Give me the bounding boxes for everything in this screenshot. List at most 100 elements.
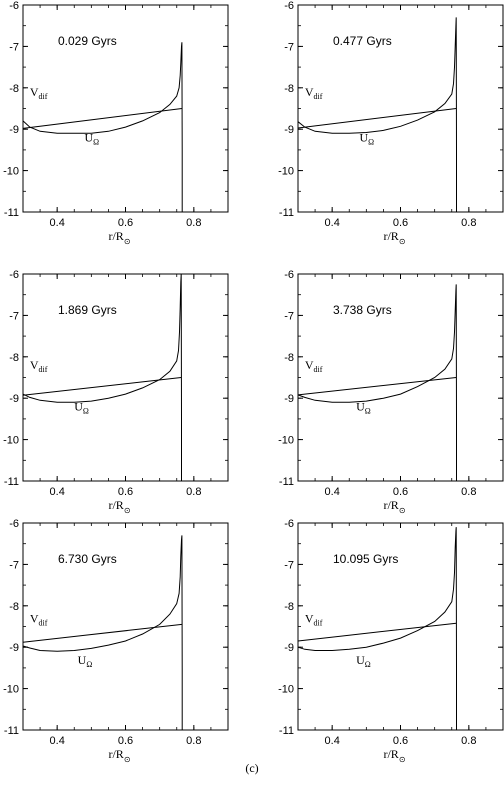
y-tick-label: -11 — [279, 207, 294, 219]
age-label: 0.029 Gyrs — [58, 34, 117, 48]
chart-panel-3: -6 -7 -8 -9 -10 -11 0.4 0.6 0.8 r/R⊙ 1.869 Gyrs Vdi… — [3, 269, 229, 515]
age-label: 1.869 Gyrs — [58, 303, 117, 317]
x-axis-label: r/R⊙ — [383, 747, 405, 764]
x-tick-label: 0.8 — [186, 735, 201, 747]
vdif-label-sub: dif — [314, 92, 323, 101]
y-tick-label: -9 — [284, 642, 294, 654]
series-vdif-line — [22, 377, 182, 396]
uomega-label-sub: Ω — [365, 407, 371, 416]
x-axis-label-sub: ⊙ — [124, 755, 131, 764]
chart-panel-1: -6 -7 -8 -9 -10 -11 0.4 0.6 0.8 r/R⊙ 0.029 Gyrs Vdi… — [3, 0, 229, 246]
y-tick-label: -7 — [9, 41, 19, 53]
vdif-label-sub: dif — [39, 92, 48, 101]
x-tick-label: 0.6 — [118, 217, 133, 229]
y-tick-label: -10 — [3, 684, 19, 696]
y-tick-label: -7 — [284, 310, 294, 322]
y-tick-label: -6 — [284, 269, 294, 281]
plot-frame — [22, 4, 229, 213]
plot-frame — [22, 522, 229, 731]
series-uomega-line — [297, 527, 457, 730]
series-vdif-line — [297, 622, 457, 642]
y-tick-label: -9 — [9, 393, 19, 405]
y-tick-label: -11 — [4, 476, 19, 488]
x-tick-label: 0.6 — [118, 486, 133, 498]
uomega-label-sub: Ω — [86, 660, 92, 669]
x-tick-label: 0.4 — [325, 217, 340, 229]
uomega-label-sub: Ω — [83, 407, 89, 416]
x-axis-label-sub: ⊙ — [399, 755, 406, 764]
x-axis-label-sub: ⊙ — [399, 506, 406, 515]
series-vdif-line — [297, 377, 457, 396]
y-tick-label: -7 — [9, 310, 19, 322]
vdif-label: Vdif — [30, 358, 48, 374]
series-vdif-line — [22, 108, 182, 129]
x-tick-label: 0.6 — [118, 735, 133, 747]
y-tick-label: -8 — [284, 83, 294, 95]
uomega-label-sub: Ω — [368, 138, 374, 147]
y-tick-label: -11 — [4, 725, 19, 737]
vdif-label-sub: dif — [314, 618, 323, 627]
y-tick-label: -9 — [9, 124, 19, 136]
y-tick-label: -8 — [9, 83, 19, 95]
x-tick-label: 0.8 — [461, 735, 476, 747]
vdif-label: Vdif — [30, 85, 48, 101]
x-axis-label: r/R⊙ — [383, 229, 405, 246]
uomega-label-sub: Ω — [93, 138, 99, 147]
series-vdif-line — [297, 108, 457, 129]
plot-frame — [297, 4, 504, 213]
x-tick-label: 0.4 — [325, 735, 340, 747]
y-tick-label: -10 — [3, 435, 19, 447]
y-tick-label: -7 — [284, 559, 294, 571]
age-label: 10.095 Gyrs — [333, 552, 398, 566]
y-tick-label: -7 — [9, 559, 19, 571]
x-axis-label: r/R⊙ — [108, 498, 130, 515]
series-uomega-line — [22, 273, 182, 481]
vdif-label-sub: dif — [314, 365, 323, 374]
plot-frame — [297, 522, 504, 731]
y-tick-label: -8 — [284, 601, 294, 613]
y-tick-label: -9 — [9, 642, 19, 654]
vdif-label: Vdif — [305, 85, 323, 101]
x-tick-label: 0.8 — [461, 486, 476, 498]
age-label: 3.738 Gyrs — [333, 303, 392, 317]
age-label: 0.477 Gyrs — [333, 34, 392, 48]
vdif-label: Vdif — [305, 358, 323, 374]
uomega-label: UΩ — [74, 400, 89, 416]
x-axis-label-sub: ⊙ — [399, 237, 406, 246]
x-tick-label: 0.4 — [325, 486, 340, 498]
x-tick-label: 0.4 — [50, 735, 65, 747]
vdif-label: Vdif — [30, 611, 48, 627]
y-tick-label: -10 — [278, 166, 294, 178]
series-uomega-line — [297, 17, 457, 212]
x-tick-label: 0.6 — [393, 486, 408, 498]
x-tick-label: 0.6 — [393, 735, 408, 747]
y-tick-label: -6 — [9, 0, 19, 12]
y-tick-label: -10 — [278, 684, 294, 696]
y-tick-label: -10 — [278, 435, 294, 447]
y-tick-label: -6 — [284, 518, 294, 530]
vdif-label-sub: dif — [39, 618, 48, 627]
y-tick-label: -6 — [9, 269, 19, 281]
y-tick-label: -8 — [9, 352, 19, 364]
y-tick-label: -11 — [279, 725, 294, 737]
x-axis-label: r/R⊙ — [108, 229, 130, 246]
x-tick-label: 0.8 — [186, 217, 201, 229]
y-tick-label: -6 — [284, 0, 294, 12]
y-tick-label: -10 — [3, 166, 19, 178]
x-tick-label: 0.6 — [393, 217, 408, 229]
uomega-label: UΩ — [356, 400, 371, 416]
x-axis-label-sub: ⊙ — [124, 237, 131, 246]
uomega-label: UΩ — [356, 653, 371, 669]
x-axis-label: r/R⊙ — [383, 498, 405, 515]
y-tick-label: -9 — [284, 124, 294, 136]
y-tick-label: -8 — [284, 352, 294, 364]
chart-panel-4: -6 -7 -8 -9 -10 -11 0.4 0.6 0.8 r/R⊙ 3.738 Gyrs Vdi… — [278, 269, 504, 515]
uomega-label: UΩ — [78, 653, 93, 669]
x-tick-label: 0.4 — [50, 486, 65, 498]
x-axis-label-sub: ⊙ — [124, 506, 131, 515]
y-tick-label: -11 — [279, 476, 294, 488]
chart-panel-6: -6 -7 -8 -9 -10 -11 0.4 0.6 0.8 r/R⊙ 10.095 Gyrs Vd… — [278, 518, 504, 764]
x-tick-label: 0.8 — [186, 486, 201, 498]
y-tick-label: -11 — [4, 207, 19, 219]
